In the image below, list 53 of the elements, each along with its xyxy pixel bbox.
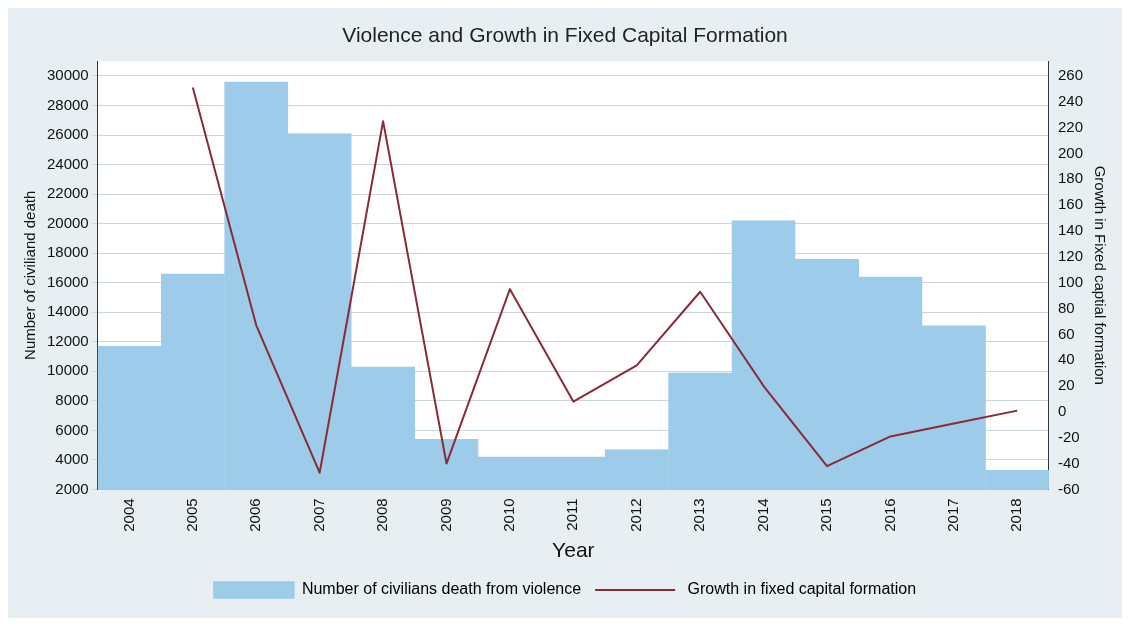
y-tick-label: 18000 xyxy=(46,243,89,261)
legend-label: Growth in fixed capital formation xyxy=(683,580,917,598)
y2-tick-label: 60 xyxy=(1057,324,1075,342)
y-tick-label: 26000 xyxy=(46,125,89,143)
y2-tick-label: 120 xyxy=(1057,246,1083,264)
x-tick-label: 2007 xyxy=(309,498,327,532)
x-tick-label: 2011 xyxy=(563,498,581,531)
x-tick-label: 2006 xyxy=(246,498,264,532)
y-tick-label: 6000 xyxy=(55,420,89,438)
y2-tick-label: 260 xyxy=(1057,66,1083,84)
y2-tick-label: -40 xyxy=(1057,453,1080,471)
x-axis-title: Year xyxy=(552,538,595,562)
y2-axis-title: Growth in Fixed captial formation xyxy=(1091,165,1109,385)
y-tick-label: 22000 xyxy=(46,184,89,202)
y-tick-label: 4000 xyxy=(55,450,89,468)
y-tick-label: 16000 xyxy=(46,272,89,290)
y-tick-label: 28000 xyxy=(46,95,89,113)
x-tick-label: 2015 xyxy=(817,498,835,532)
y-tick-label: 12000 xyxy=(46,331,89,349)
x-tick-label: 2018 xyxy=(1007,498,1025,532)
y2-tick-label: 180 xyxy=(1057,169,1083,187)
x-tick-label: 2012 xyxy=(626,498,644,532)
y2-tick-label: 200 xyxy=(1057,143,1083,161)
x-tick-label: 2009 xyxy=(436,498,454,532)
y-tick-label: 20000 xyxy=(46,213,89,231)
x-tick-label: 2008 xyxy=(373,498,391,532)
y2-tick-label: 0 xyxy=(1057,402,1067,420)
y2-tick-label: 20 xyxy=(1057,376,1075,394)
y2-tick-label: -20 xyxy=(1057,427,1080,445)
y-tick-label: 8000 xyxy=(55,390,89,408)
y2-tick-label: 80 xyxy=(1057,298,1075,316)
y-tick-label: 14000 xyxy=(46,302,89,320)
x-tick-label: 2013 xyxy=(690,498,708,532)
y2-tick-label: -60 xyxy=(1057,479,1080,497)
x-tick-label: 2016 xyxy=(880,498,898,532)
y2-tick-label: 100 xyxy=(1057,272,1083,290)
y-tick-label: 10000 xyxy=(46,361,89,379)
y-axis-title: Number of civiliand death xyxy=(21,190,39,360)
y2-tick-label: 40 xyxy=(1057,350,1075,368)
legend-label: Number of civilians death from violence xyxy=(301,580,582,598)
x-tick-label: 2014 xyxy=(753,498,771,532)
y2-tick-label: 220 xyxy=(1057,117,1083,135)
x-tick-label: 2017 xyxy=(943,498,961,532)
x-tick-label: 2004 xyxy=(119,498,137,532)
y-tick-label: 30000 xyxy=(46,66,89,84)
y2-tick-label: 160 xyxy=(1057,195,1083,213)
x-tick-label: 2005 xyxy=(182,498,200,532)
y-tick-label: 2000 xyxy=(55,479,89,497)
y2-tick-label: 240 xyxy=(1057,91,1083,109)
y-tick-label: 24000 xyxy=(46,154,89,172)
y2-tick-label: 140 xyxy=(1057,221,1083,239)
chart-title: Violence and Growth in Fixed Capital Formation xyxy=(342,23,788,47)
x-tick-label: 2010 xyxy=(500,498,518,532)
